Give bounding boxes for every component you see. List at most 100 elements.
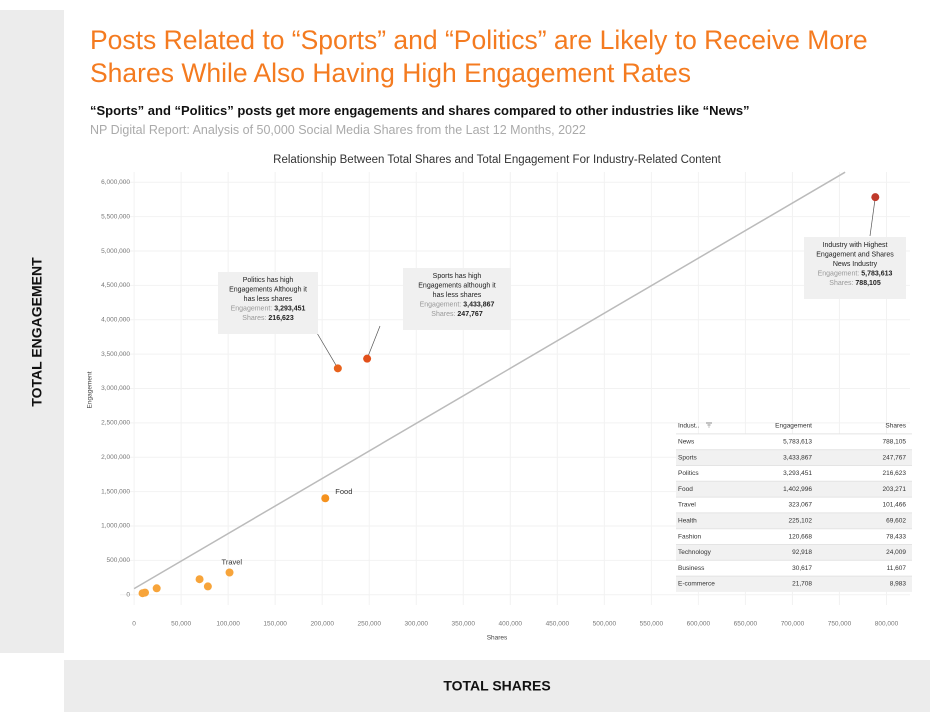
point [363, 354, 372, 363]
x-tick-label: 150,000 [263, 621, 287, 628]
callout-value-label: Shares: [829, 280, 853, 287]
callout-value-number: 788,105 [855, 280, 880, 287]
table-row [676, 497, 912, 513]
point [321, 494, 330, 503]
leader-line [316, 332, 339, 369]
leader-line [869, 197, 876, 237]
table-row [676, 528, 912, 545]
chart-title: Relationship Between Total Shares and To… [273, 154, 722, 166]
callout-text: Engagements although it [418, 282, 495, 289]
table-row [676, 433, 912, 450]
table-row [676, 481, 912, 498]
table-cell: Business [678, 565, 705, 572]
callout-text: Politics has high [243, 277, 294, 284]
table-cell: 69,602 [886, 518, 906, 525]
y-axis-label: Engagement [87, 371, 94, 408]
table-row [676, 544, 912, 561]
point [152, 584, 161, 593]
table-row [676, 576, 912, 592]
bottom-band [64, 660, 930, 712]
side-band [0, 10, 64, 653]
filter-icon [706, 422, 712, 428]
table-header: Indust.. [678, 423, 700, 430]
point [871, 193, 880, 202]
callout-text: Engagement and Shares [816, 251, 894, 258]
callout-value: Engagement: 3,433,867 [420, 301, 495, 308]
outer-y-label: TOTAL ENGAGEMENT [29, 257, 45, 407]
callout-text: Sports has high [433, 273, 482, 280]
table-cell: 323,067 [789, 502, 813, 509]
callout-value-number: 216,623 [268, 315, 293, 322]
table-cell: Technology [678, 549, 712, 556]
callout-value-label: Engagement: [231, 305, 273, 312]
callout-value-number: 247,767 [457, 311, 482, 318]
table-cell: 247,767 [883, 454, 907, 461]
table-cell: 225,102 [789, 518, 813, 525]
callout-text: has less shares [433, 292, 482, 299]
source: NP Digital Report: Analysis of 50,000 So… [90, 123, 586, 137]
callout-value-label: Shares: [431, 311, 455, 318]
table-cell: 3,433,867 [783, 454, 812, 461]
callout-value-number: 5,783,613 [861, 270, 892, 277]
callout-box [804, 237, 906, 299]
x-axis-label: Shares [487, 635, 508, 642]
table-row [676, 560, 912, 577]
table-cell: 24,009 [886, 549, 906, 556]
title: Posts Related to “Sports” and “Politics”… [90, 25, 868, 88]
y-tick-label: 2,000,000 [101, 454, 130, 461]
callout-value-number: 3,433,867 [463, 301, 494, 308]
x-tick-label: 450,000 [546, 621, 570, 628]
x-tick-label: 550,000 [640, 621, 664, 628]
table-cell: 30,617 [792, 565, 812, 572]
table-cell: 8,983 [890, 581, 907, 588]
point [333, 364, 342, 373]
table-cell: 203,271 [883, 486, 907, 493]
table-cell: News [678, 439, 695, 446]
table-cell: 5,783,613 [783, 439, 812, 446]
table-cell: 92,918 [792, 549, 812, 556]
table-cell: Travel [678, 502, 696, 509]
y-tick-label: 2,500,000 [101, 420, 130, 427]
callout-value-label: Shares: [242, 315, 266, 322]
x-tick-label: 350,000 [452, 621, 476, 628]
x-tick-label: 600,000 [687, 621, 711, 628]
callout-text: Industry with Highest [823, 242, 888, 249]
x-tick-label: 0 [132, 621, 136, 628]
table-cell: 11,607 [887, 565, 907, 572]
callout-value: Engagement: 3,293,451 [231, 305, 306, 312]
y-tick-label: 4,500,000 [101, 282, 130, 289]
table-cell: Politics [678, 470, 699, 477]
point-label: Travel [222, 557, 243, 566]
table-cell: Health [678, 518, 697, 525]
callout-text: News Industry [833, 261, 878, 268]
table-cell: 788,105 [883, 439, 907, 446]
callout-value: Engagement: 5,783,613 [818, 270, 893, 277]
callout-box [218, 272, 318, 334]
leader-line [366, 325, 381, 359]
point [195, 575, 204, 584]
outer-x-label: TOTAL SHARES [443, 678, 550, 694]
callout-value-number: 3,293,451 [274, 305, 305, 312]
callout-text: has less shares [244, 296, 293, 303]
table-cell: Sports [678, 454, 698, 461]
callout-value: Shares: 788,105 [829, 280, 881, 287]
subtitle: “Sports” and “Politics” posts get more e… [90, 103, 750, 118]
point-label: Food [335, 487, 352, 496]
table-cell: E-commerce [678, 581, 715, 588]
x-tick-label: 800,000 [875, 621, 899, 628]
table-header: Engagement [775, 423, 812, 430]
table-cell: 21,708 [792, 581, 812, 588]
table-cell: 216,623 [883, 470, 907, 477]
table-cell: Fashion [678, 533, 702, 540]
y-tick-label: 3,000,000 [101, 385, 130, 392]
y-tick-label: 4,000,000 [101, 316, 130, 323]
callout-value-label: Engagement: [818, 270, 860, 277]
callout-value: Shares: 247,767 [431, 311, 483, 318]
table-cell: 101,466 [883, 502, 907, 509]
y-tick-label: 5,000,000 [101, 248, 130, 255]
table-row [676, 512, 912, 529]
callout-value: Shares: 216,623 [242, 315, 294, 322]
table-cell: 120,668 [789, 533, 813, 540]
